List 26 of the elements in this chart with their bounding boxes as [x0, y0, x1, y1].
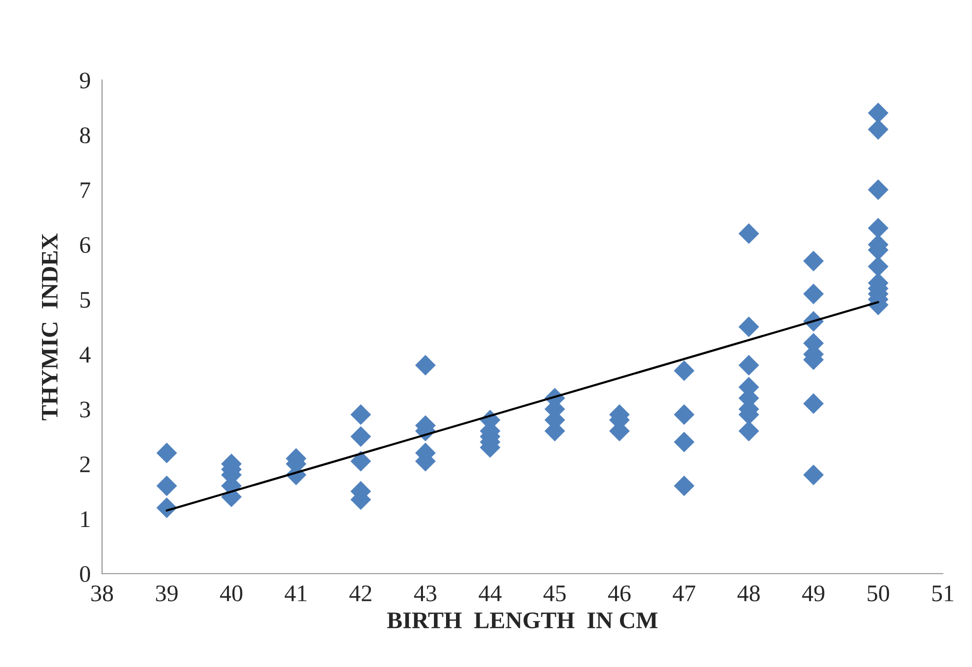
x-tick-label: 40 — [220, 585, 242, 602]
y-tick-label: 3 — [80, 402, 90, 418]
y-tick-label: 9 — [80, 72, 90, 88]
x-tick-label: 44 — [478, 586, 502, 602]
x-tick-label: 39 — [156, 585, 178, 602]
y-tick-label: 8 — [80, 127, 90, 144]
x-tick-label: 49 — [802, 585, 824, 602]
x-tick-label: 50 — [868, 585, 890, 602]
x-tick-label: 45 — [543, 586, 566, 602]
x-tick-label: 42 — [349, 585, 372, 602]
y-tick-label: 6 — [80, 237, 90, 253]
y-tick-label: 2 — [80, 456, 90, 472]
y-tick-label: 5 — [80, 292, 90, 308]
y-tick-label: 0 — [80, 566, 90, 582]
y-tick-label: 7 — [80, 182, 90, 198]
x-tick-label: 41 — [284, 586, 306, 602]
x-tick-label: 47 — [672, 586, 696, 602]
y-tick-label: 1 — [81, 511, 90, 527]
x-tick-label: 46 — [608, 585, 631, 602]
x-tick-label: 48 — [737, 585, 760, 602]
y-tick-label: 4 — [80, 346, 91, 362]
x-tick-label: 51 — [932, 586, 954, 602]
x-tick-label: 43 — [414, 585, 436, 602]
x-tick-label: 38 — [91, 585, 113, 602]
x-axis-title: BIRTH LENGTH IN CM — [387, 612, 658, 628]
y-axis-title: THYMIC INDEX — [42, 233, 58, 420]
